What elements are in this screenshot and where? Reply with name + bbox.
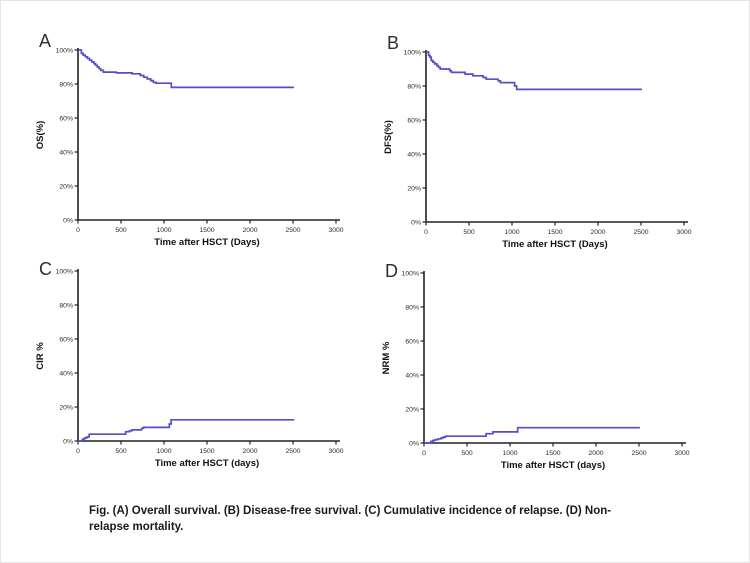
svg-text:2500: 2500 — [631, 450, 646, 457]
svg-text:500: 500 — [461, 450, 473, 457]
svg-text:2000: 2000 — [242, 448, 257, 455]
svg-text:60%: 60% — [59, 336, 73, 343]
panel-cumulative-incidence-relapse: C 0%20%40%60%80%100%05001000150020002500… — [31, 250, 371, 482]
svg-text:Time after HSCT (days): Time after HSCT (days) — [501, 460, 605, 471]
svg-text:80%: 80% — [59, 302, 73, 309]
svg-text:40%: 40% — [59, 149, 73, 156]
panel-disease-free-survival: B 0%20%40%60%80%100%05001000150020002500… — [379, 31, 719, 263]
panel-overall-survival: A 0%20%40%60%80%100%05001000150020002500… — [31, 29, 371, 261]
svg-text:100%: 100% — [56, 268, 73, 275]
svg-text:20%: 20% — [59, 404, 73, 411]
svg-text:2500: 2500 — [285, 227, 300, 234]
svg-text:80%: 80% — [407, 83, 421, 90]
non-relapse-mortality-chart: 0% 20% 40% 60% 80% 100% 0 500 1000 1500 2000 2500 30… — [377, 252, 717, 484]
svg-text:1000: 1000 — [504, 229, 519, 236]
svg-text:40%: 40% — [59, 370, 73, 377]
svg-text:1500: 1500 — [199, 448, 214, 455]
svg-text:20%: 20% — [59, 183, 73, 190]
svg-text:0: 0 — [424, 229, 428, 236]
svg-text:3000: 3000 — [328, 227, 343, 234]
survival-curve — [78, 50, 294, 87]
svg-text:1000: 1000 — [502, 450, 517, 457]
svg-text:100%: 100% — [56, 47, 73, 54]
svg-text:0%: 0% — [409, 440, 419, 447]
svg-text:0: 0 — [422, 450, 426, 457]
svg-text:0%: 0% — [63, 217, 73, 224]
svg-text:1500: 1500 — [199, 227, 214, 234]
svg-text:3000: 3000 — [674, 450, 689, 457]
svg-text:500: 500 — [115, 448, 127, 455]
disease-free-survival-chart: 0% 20% 40% 60% 80% 100% 0 500 1000 1500 2000 2500 30… — [379, 31, 719, 263]
survival-curve — [426, 52, 642, 89]
svg-text:2500: 2500 — [285, 448, 300, 455]
svg-text:100%: 100% — [402, 270, 419, 277]
cumulative-incidence-relapse-chart: 0% 20% 40% 60% 80% 100% 0 500 1000 1500 2000 2500 30… — [31, 250, 371, 482]
svg-text:20%: 20% — [407, 185, 421, 192]
figure-page: A 0%20%40%60%80%100%05001000150020002500… — [0, 0, 750, 563]
svg-text:500: 500 — [463, 229, 475, 236]
svg-text:2000: 2000 — [590, 229, 605, 236]
svg-text:60%: 60% — [405, 338, 419, 345]
svg-text:2000: 2000 — [242, 227, 257, 234]
svg-text:500: 500 — [115, 227, 127, 234]
survival-curve — [78, 420, 294, 441]
svg-text:Time after HSCT (Days): Time after HSCT (Days) — [502, 239, 607, 250]
svg-text:80%: 80% — [59, 81, 73, 88]
svg-text:0: 0 — [76, 227, 80, 234]
svg-text:Time after HSCT (Days): Time after HSCT (Days) — [154, 237, 259, 248]
svg-text:3000: 3000 — [328, 448, 343, 455]
svg-text:0%: 0% — [411, 219, 421, 226]
survival-curve — [424, 428, 640, 443]
svg-text:2000: 2000 — [588, 450, 603, 457]
svg-text:NRM %: NRM % — [381, 341, 392, 374]
svg-text:CIR %: CIR % — [35, 342, 46, 370]
svg-text:0%: 0% — [63, 438, 73, 445]
svg-text:100%: 100% — [404, 49, 421, 56]
panel-non-relapse-mortality: D 0%20%40%60%80%100%05001000150020002500… — [377, 252, 717, 484]
svg-text:60%: 60% — [59, 115, 73, 122]
svg-text:80%: 80% — [405, 304, 419, 311]
caption-line-2: relapse mortality. — [89, 520, 699, 536]
svg-text:DFS(%): DFS(%) — [383, 120, 394, 154]
svg-text:20%: 20% — [405, 406, 419, 413]
svg-text:1500: 1500 — [545, 450, 560, 457]
svg-text:60%: 60% — [407, 117, 421, 124]
svg-text:Time after HSCT (days): Time after HSCT (days) — [155, 458, 259, 469]
overall-survival-chart: 0% 20% 40% 60% 80% 100% 0 500 1000 1500 2000 2500 30… — [31, 29, 371, 261]
svg-text:40%: 40% — [407, 151, 421, 158]
caption-line-1: Fig. (A) Overall survival. (B) Disease-f… — [89, 504, 699, 520]
svg-text:1500: 1500 — [547, 229, 562, 236]
svg-text:0: 0 — [76, 448, 80, 455]
svg-text:2500: 2500 — [633, 229, 648, 236]
svg-text:40%: 40% — [405, 372, 419, 379]
svg-text:OS(%): OS(%) — [35, 121, 46, 150]
figure-caption: Fig. (A) Overall survival. (B) Disease-f… — [89, 504, 699, 535]
svg-text:1000: 1000 — [156, 448, 171, 455]
svg-text:1000: 1000 — [156, 227, 171, 234]
svg-text:3000: 3000 — [676, 229, 691, 236]
